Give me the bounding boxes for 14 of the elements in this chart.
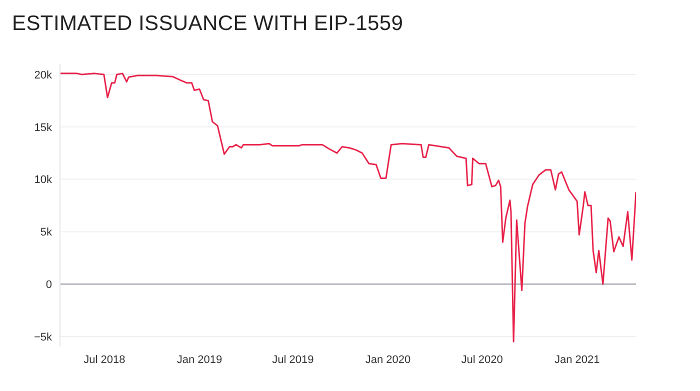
y-tick-label: 20k [34,69,52,82]
y-tick-label: 0 [46,279,52,292]
x-tick-label: Jan 2020 [365,354,411,366]
x-tick-label: Jul 2018 [84,354,126,366]
y-tick-label: 10k [34,174,52,186]
x-tick-label: Jul 2019 [272,354,314,366]
y-tick-label: 15k [34,122,52,134]
y-tick-label: −5k [34,331,52,344]
line-series [60,72,636,343]
x-tick-label: Jan 2019 [176,354,222,366]
x-tick-label: Jul 2020 [461,354,503,366]
y-tick-label: 5k [40,226,52,239]
chart-title: ESTIMATED ISSUANCE WITH EIP-1559 [12,12,404,36]
x-tick-label: Jan 2021 [554,354,600,366]
